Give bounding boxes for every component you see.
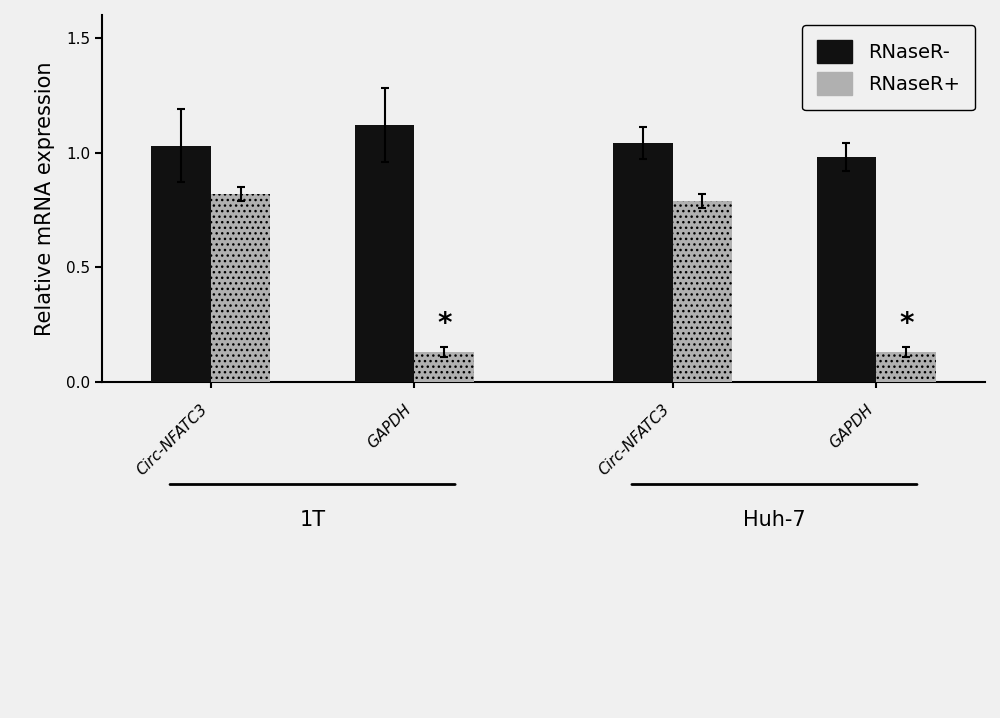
Text: Circ-NFATC3: Circ-NFATC3 bbox=[134, 402, 211, 478]
Text: *: * bbox=[437, 310, 452, 338]
Bar bbox=[211, 194, 270, 382]
Bar bbox=[355, 125, 414, 382]
Legend: RNaseR-, RNaseR+: RNaseR-, RNaseR+ bbox=[802, 24, 975, 111]
Bar bbox=[673, 201, 732, 382]
Text: 1T: 1T bbox=[300, 510, 326, 530]
Text: Huh-7: Huh-7 bbox=[743, 510, 806, 530]
Bar bbox=[414, 352, 474, 382]
Text: Circ-NFATC3: Circ-NFATC3 bbox=[596, 402, 673, 478]
Text: GAPDH: GAPDH bbox=[365, 402, 414, 452]
Bar bbox=[151, 146, 211, 382]
Y-axis label: Relative mRNA expression: Relative mRNA expression bbox=[35, 61, 55, 335]
Text: GAPDH: GAPDH bbox=[827, 402, 876, 452]
Bar bbox=[613, 144, 673, 382]
Bar bbox=[817, 157, 876, 382]
Text: *: * bbox=[899, 310, 913, 338]
Bar bbox=[876, 352, 936, 382]
